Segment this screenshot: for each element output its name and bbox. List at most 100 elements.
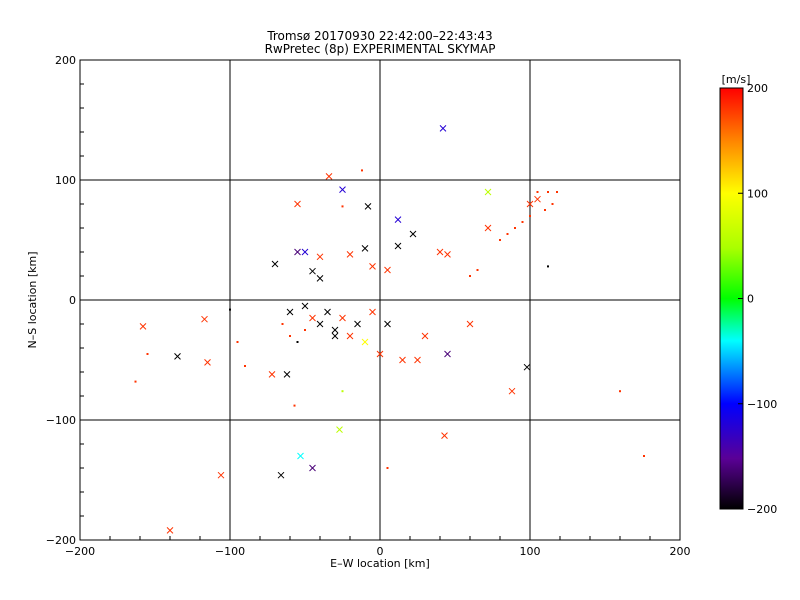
data-point-x [301, 248, 309, 256]
y-tick-label: −100 [46, 414, 76, 427]
data-points [134, 125, 645, 534]
data-point-dot [341, 390, 344, 393]
data-point-x [376, 350, 384, 358]
x-tick-label: 0 [377, 545, 384, 558]
data-point-dot [289, 335, 291, 337]
data-point-dot [296, 341, 299, 343]
data-point-x [217, 471, 225, 479]
data-point-x [384, 320, 391, 328]
data-point-x [309, 464, 316, 472]
data-point-x [324, 308, 331, 316]
data-point-dot [476, 269, 479, 271]
data-point-x [484, 224, 492, 232]
data-point-dot [304, 329, 306, 331]
data-point-x [414, 356, 421, 364]
y-tick-label: −200 [46, 534, 76, 547]
colorbar-tick-label: 200 [747, 82, 768, 95]
data-point-dot [547, 265, 549, 268]
data-point-x [421, 332, 429, 340]
data-point-dot [547, 191, 549, 193]
x-tick-label: −200 [65, 545, 95, 558]
data-point-x [336, 426, 343, 433]
colorbar-tick-label: 0 [747, 293, 754, 306]
data-point-dot [229, 308, 231, 311]
data-point-x [286, 308, 294, 316]
y-axis-label: N–S location [km] [26, 251, 39, 348]
data-point-dot [643, 455, 645, 457]
data-point-x [325, 173, 333, 180]
data-point-x [534, 195, 541, 203]
data-point-dot [514, 227, 516, 229]
data-point-dot [469, 275, 471, 277]
data-point-x [346, 251, 354, 258]
data-point-dot [361, 169, 363, 172]
data-point-dot [544, 209, 546, 211]
colorbar-tick-label: 100 [747, 187, 768, 200]
data-point-x [283, 371, 291, 378]
data-point-x [444, 350, 451, 358]
data-point-x [294, 200, 301, 208]
data-point-x [331, 326, 339, 334]
data-point-x [294, 248, 301, 256]
y-tick-label: 0 [69, 294, 76, 307]
data-point-dot [499, 239, 501, 241]
data-point-x [166, 527, 174, 534]
data-point-dot [521, 221, 524, 223]
data-point-x [139, 323, 147, 330]
data-point-x [309, 267, 316, 275]
data-point-x [361, 338, 369, 346]
data-point-dot [506, 233, 509, 235]
data-point-dot [556, 191, 558, 193]
data-point-x [331, 332, 339, 340]
y-tick-label: 200 [55, 54, 76, 67]
colorbar-tick-label: −100 [747, 398, 777, 411]
data-point-x [339, 314, 346, 322]
data-point-dot [244, 365, 246, 367]
data-point-x [399, 356, 406, 364]
x-axis-label: E–W location [km] [330, 557, 430, 570]
data-point-x [339, 186, 346, 193]
data-point-x [364, 203, 372, 210]
x-tick-label: 200 [670, 545, 691, 558]
data-point-x [316, 275, 324, 282]
data-point-x [409, 230, 417, 238]
data-point-dot [619, 390, 621, 393]
data-point-x [466, 320, 474, 328]
data-point-x [354, 320, 361, 328]
data-point-x [444, 251, 451, 258]
data-point-dot [551, 203, 554, 205]
x-tick-label: 100 [520, 545, 541, 558]
data-point-dot [536, 191, 539, 193]
data-point-x [316, 253, 324, 261]
data-point-x [526, 200, 534, 208]
data-point-dot [281, 323, 284, 325]
data-point-x [394, 242, 402, 250]
data-point-x [436, 248, 444, 256]
data-point-x [394, 216, 402, 223]
data-point-dot [146, 353, 149, 355]
data-point-x [384, 266, 391, 274]
grid-lines [80, 60, 680, 540]
data-point-dot [134, 380, 137, 383]
data-point-x [271, 260, 279, 268]
data-point-x [297, 452, 304, 460]
data-point-x [204, 359, 211, 366]
colorbar-ticks: 200 100 0 −100 −200 [738, 82, 777, 516]
chart-subtitle: RwPretec (8p) EXPERIMENTAL SKYMAP [265, 42, 496, 56]
data-point-x [508, 387, 516, 395]
data-point-dot [293, 404, 296, 407]
y-tick-label: 100 [55, 174, 76, 187]
axis-ticks: −200 −100 0 100 200 −200 −100 0 100 200 [46, 54, 691, 558]
data-point-x [361, 245, 369, 252]
data-point-x [309, 314, 316, 322]
data-point-dot [529, 215, 531, 217]
data-point-x [441, 432, 448, 439]
colorbar-tick-label: −200 [747, 503, 777, 516]
data-point-x [268, 371, 276, 378]
x-tick-label: −100 [215, 545, 245, 558]
data-point-x [439, 125, 447, 132]
data-point-x [523, 363, 531, 371]
data-point-x [316, 320, 324, 328]
